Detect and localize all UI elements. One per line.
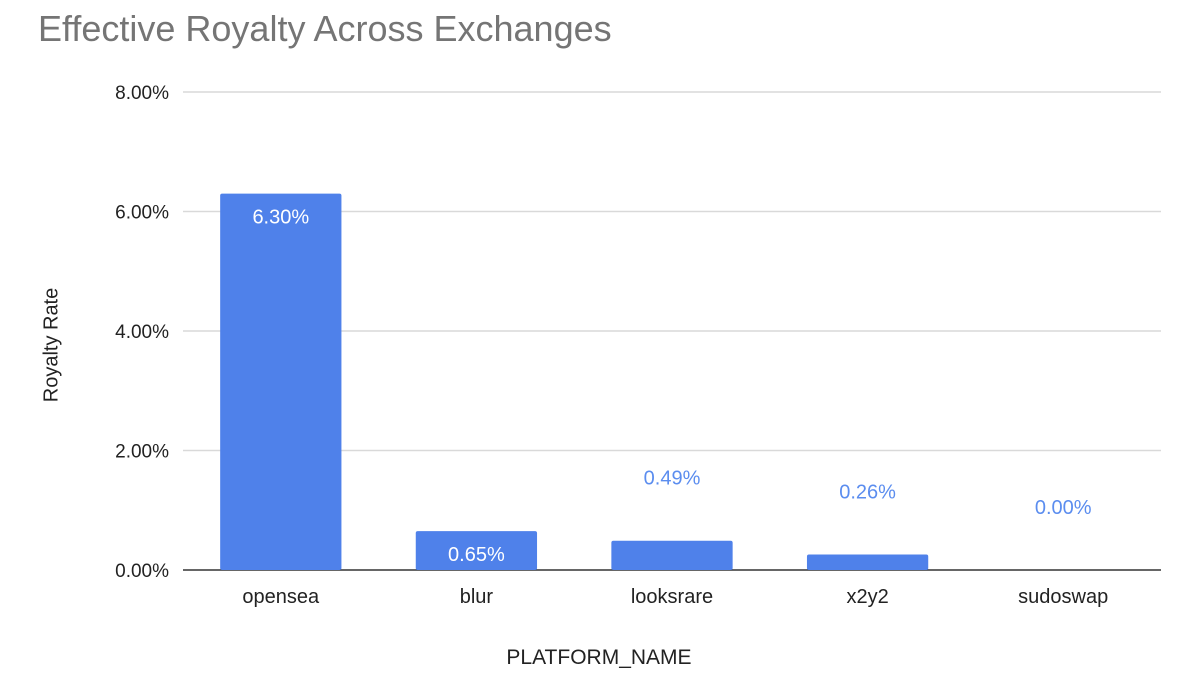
data-label: 0.49% bbox=[644, 468, 701, 490]
x-axis-title: PLATFORM_NAME bbox=[506, 646, 692, 669]
data-label: 6.30% bbox=[252, 207, 309, 229]
x-tick-label: sudoswap bbox=[1018, 586, 1108, 608]
chart-title: Effective Royalty Across Exchanges bbox=[38, 8, 612, 49]
bar bbox=[806, 554, 929, 570]
y-tick-label: 2.00% bbox=[115, 442, 169, 463]
bar bbox=[220, 193, 342, 570]
data-label: 0.65% bbox=[448, 544, 505, 566]
y-tick-label: 8.00% bbox=[115, 83, 169, 104]
x-tick-label: x2y2 bbox=[846, 586, 888, 608]
bar bbox=[415, 531, 538, 570]
y-tick-label: 0.00% bbox=[115, 561, 169, 582]
y-tick-label: 4.00% bbox=[115, 322, 169, 343]
data-label: 0.00% bbox=[1035, 497, 1092, 519]
y-tick-label: 6.00% bbox=[115, 203, 169, 224]
y-axis-title: Royalty Rate bbox=[40, 287, 63, 403]
x-tick-label: blur bbox=[460, 586, 494, 608]
bar bbox=[611, 540, 733, 570]
data-label: 0.26% bbox=[839, 481, 896, 503]
x-tick-label: looksrare bbox=[631, 586, 713, 608]
x-tick-label: opensea bbox=[242, 586, 320, 608]
